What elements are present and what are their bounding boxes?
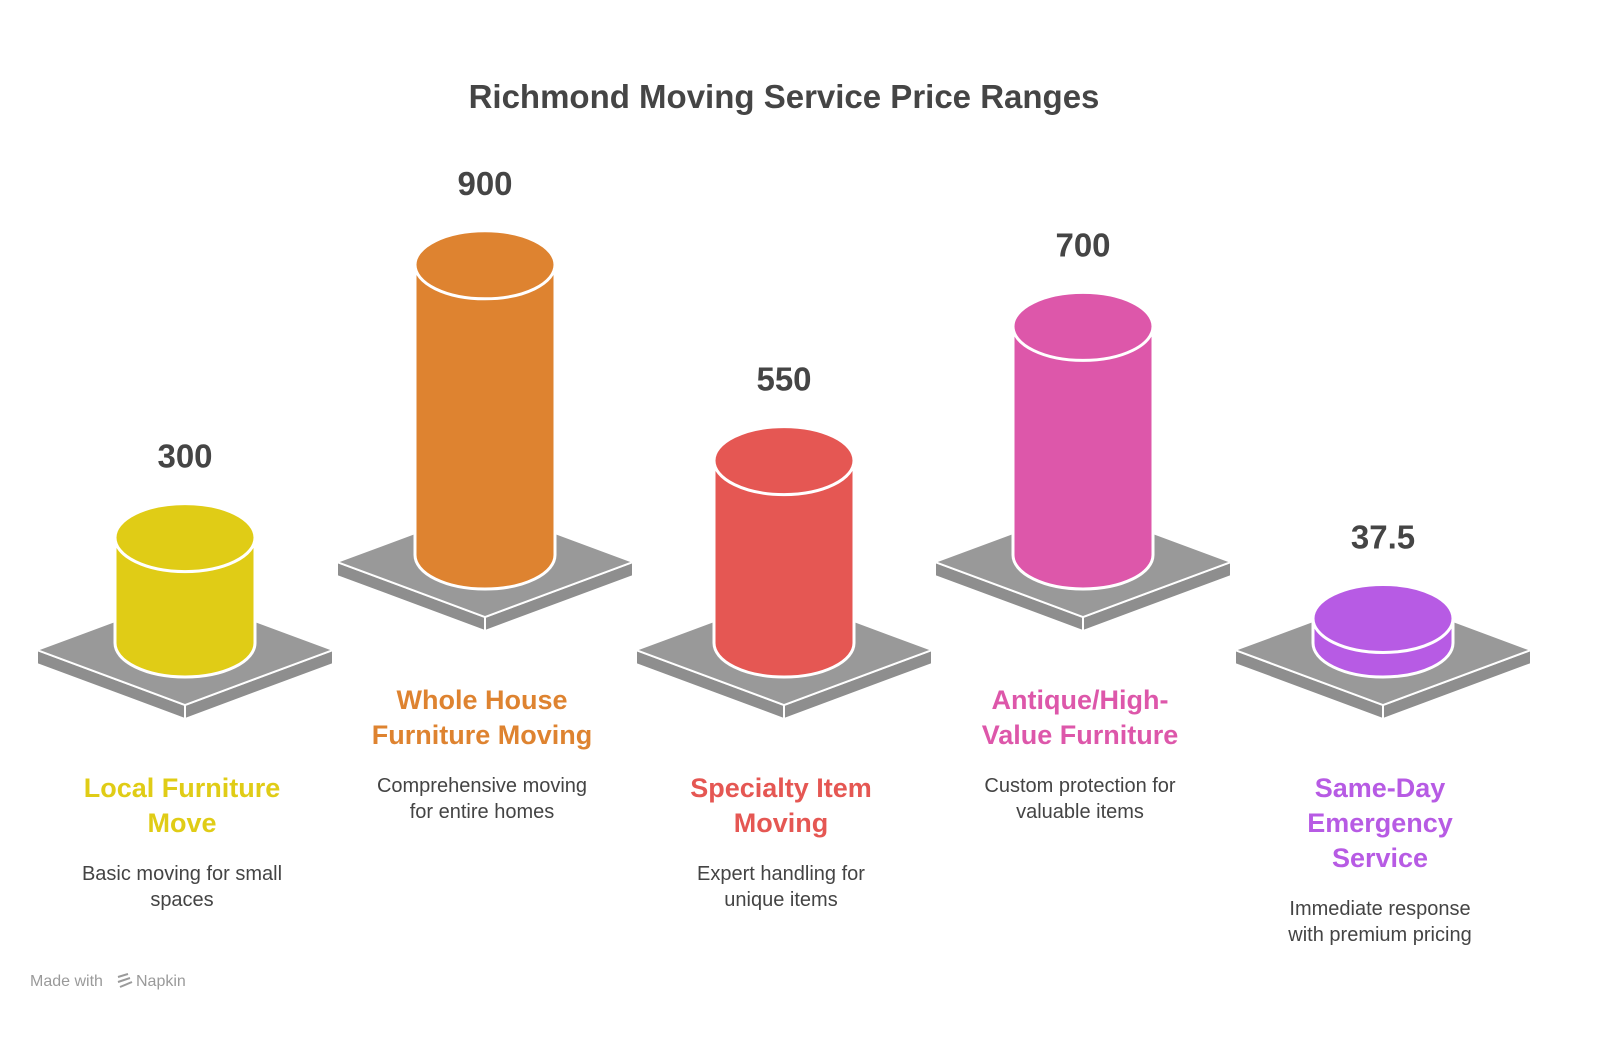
data-label: 900 (457, 165, 512, 202)
bar-cylinder (1011, 324, 1155, 591)
category-description: for entire homes (410, 801, 555, 823)
bar-cylinder (413, 263, 557, 591)
category-label: Same-Day (1315, 773, 1446, 803)
bar-cylinder (712, 459, 856, 679)
category-description: valuable items (1016, 801, 1144, 823)
bar-group: 37.5 Same-Day Emergency Service Immediate re… (1232, 518, 1534, 946)
footer: Made with Napkin (30, 973, 186, 990)
category-description: Custom protection for (984, 775, 1176, 797)
bar-group: 550 Specialty Item Moving Expert handling f… (633, 361, 935, 911)
bar-cylinder (113, 536, 257, 679)
napkin-logo-icon (117, 973, 133, 988)
bar-cylinder-top (712, 425, 856, 497)
data-label: 700 (1055, 226, 1110, 263)
footer-brand: Napkin (136, 973, 186, 990)
category-label: Moving (734, 808, 829, 838)
category-label: Local Furniture (84, 773, 281, 803)
bar-cylinder-top (1311, 582, 1455, 654)
category-description: Comprehensive moving (377, 775, 587, 797)
category-description: with premium pricing (1287, 924, 1471, 946)
bar-group: 900 Whole House Furniture Moving Comprehens… (334, 165, 636, 823)
category-description: Basic moving for small (82, 863, 282, 885)
category-label: Specialty Item (690, 773, 872, 803)
bar-group: 700 Antique/High- Value Furniture Custom pr… (932, 226, 1234, 823)
bar-cylinder-top (1011, 290, 1155, 362)
category-label: Service (1332, 843, 1428, 873)
category-label: Antique/High- (992, 685, 1169, 715)
category-label: Move (147, 808, 216, 838)
category-description: Immediate response (1289, 898, 1470, 920)
category-label: Whole House (396, 685, 567, 715)
footer-text: Made with (30, 973, 103, 990)
data-label: 37.5 (1351, 518, 1415, 555)
bar-cylinder-top (413, 229, 557, 301)
data-label: 550 (756, 361, 811, 398)
data-label: 300 (157, 438, 212, 475)
category-label: Emergency (1307, 808, 1453, 838)
bar-cylinder-top (113, 502, 257, 574)
bar-group: 300 Local Furniture Move Basic moving for s… (34, 438, 336, 911)
chart-title: Richmond Moving Service Price Ranges (469, 78, 1100, 115)
category-label: Furniture Moving (372, 720, 592, 750)
category-description: Expert handling for (697, 863, 865, 885)
category-label: Value Furniture (982, 720, 1179, 750)
category-description: unique items (724, 889, 837, 911)
category-description: spaces (150, 889, 213, 911)
